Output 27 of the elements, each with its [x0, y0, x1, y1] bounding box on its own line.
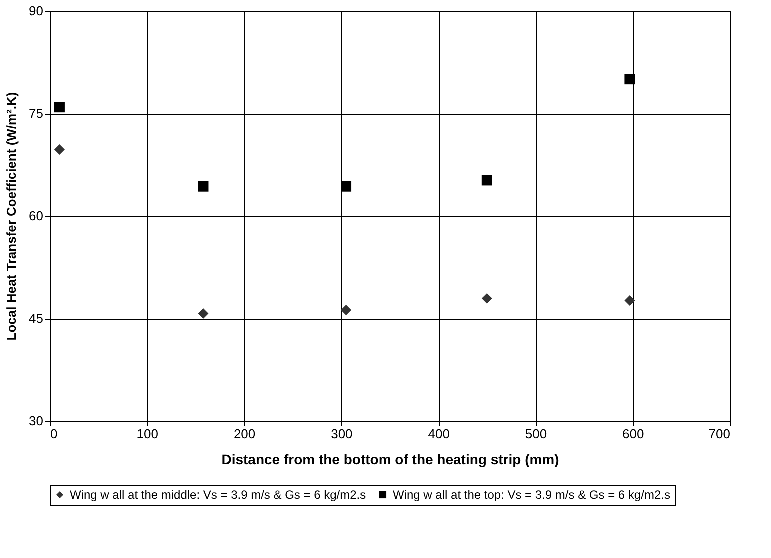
x-tick-label: 200 — [234, 426, 256, 442]
x-axis-title: Distance from the bottom of the heating strip (mm) — [222, 452, 560, 468]
point — [198, 181, 209, 192]
point — [482, 293, 492, 304]
point — [341, 181, 352, 192]
point — [482, 175, 492, 186]
y-axis-title: Local Heat Transfer Coefficient (W/m².K) — [4, 92, 20, 341]
y-tick-label: 45 — [29, 311, 44, 326]
x-tick-label: 400 — [428, 426, 450, 442]
point — [54, 102, 65, 113]
x-tick-label: 100 — [136, 426, 158, 442]
y-tick-label: 75 — [29, 106, 44, 121]
y-tick-label: 90 — [29, 4, 44, 18]
point — [624, 74, 636, 85]
x-tick-label: 600 — [622, 426, 644, 442]
point — [54, 144, 65, 155]
legend-label: Wing w all at the top: Vs = 3.9 m/s & Gs = 6 kg/m2.s — [393, 488, 670, 502]
y-tick-label: 30 — [29, 414, 44, 428]
point — [198, 308, 209, 319]
point — [341, 305, 352, 316]
x-tick-label: 500 — [525, 426, 548, 442]
legend-label: Wing w all at the middle: Vs = 3.9 m/s & Gs = 6 kg/m2.s — [70, 488, 366, 502]
x-tick-label: 0 — [50, 426, 58, 442]
y-tick-label: 60 — [29, 208, 44, 224]
x-tick-label: 700 — [708, 426, 730, 442]
x-tick-label: 300 — [331, 426, 353, 442]
point — [624, 295, 636, 306]
